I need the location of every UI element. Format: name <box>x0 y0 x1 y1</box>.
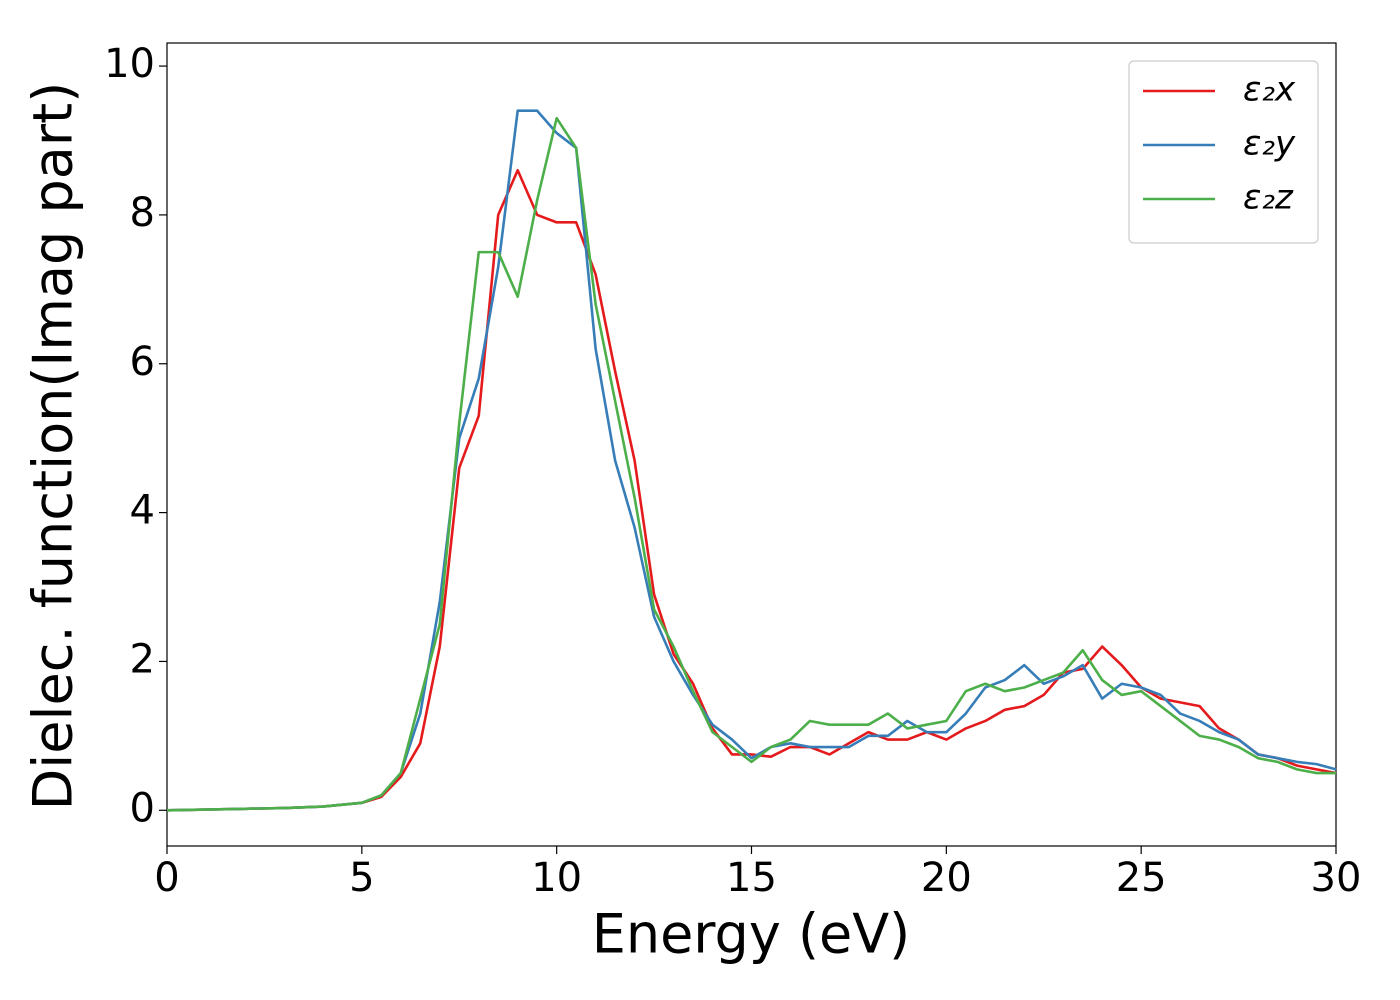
legend-box <box>1128 60 1319 244</box>
x-tick-label: 10 <box>531 855 582 901</box>
series-line <box>166 109 1337 812</box>
y-tick-label: 8 <box>130 190 155 236</box>
y-tick-label: 6 <box>130 339 155 385</box>
x-tick-label: 0 <box>154 855 179 901</box>
y-tick-label: 2 <box>130 636 155 682</box>
y-tick-label: 0 <box>130 785 155 831</box>
y-tick-label: 10 <box>104 41 155 87</box>
x-tick-label: 25 <box>1116 855 1167 901</box>
x-tick-label: 15 <box>726 855 777 901</box>
x-tick-label: 5 <box>349 855 374 901</box>
legend-label: ε₂z <box>1243 178 1294 218</box>
y-axis-label: Dielec. function(Imag part) <box>22 82 85 811</box>
legend: ε₂x ε₂y ε₂z <box>1128 60 1319 244</box>
legend-label: ε₂x <box>1243 70 1296 110</box>
x-tick-label: 30 <box>1311 855 1362 901</box>
series-line <box>166 168 1337 812</box>
y-tick-label: 4 <box>130 488 155 534</box>
x-axis-label: Energy (eV) <box>592 903 911 966</box>
legend-label: ε₂y <box>1243 124 1296 164</box>
series-line <box>166 116 1336 812</box>
x-tick-label: 20 <box>921 855 972 901</box>
